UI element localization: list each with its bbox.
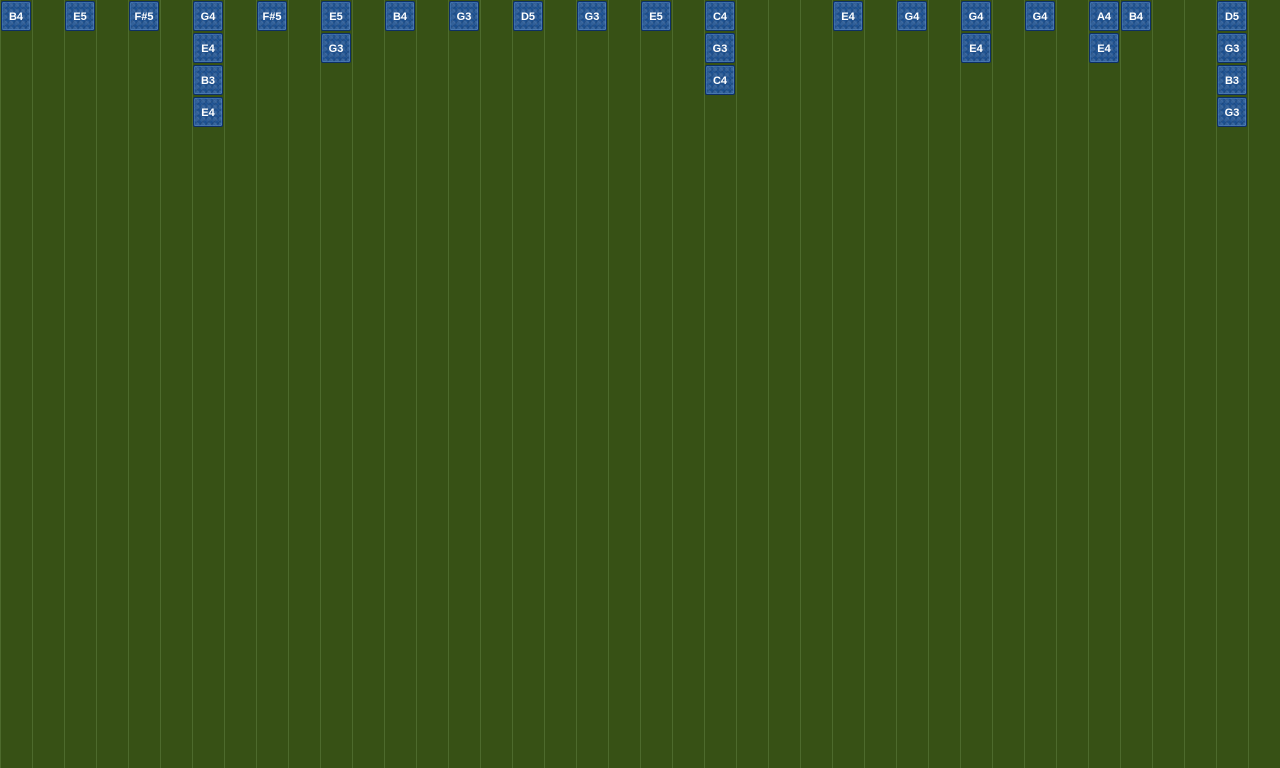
column-divider <box>640 0 641 768</box>
column-divider <box>1024 0 1025 768</box>
column-divider <box>352 0 353 768</box>
column-divider <box>1120 0 1121 768</box>
note-block[interactable]: E5 <box>321 1 351 31</box>
note-block[interactable]: E4 <box>1089 33 1119 63</box>
column-divider <box>736 0 737 768</box>
column-divider <box>448 0 449 768</box>
column-divider <box>32 0 33 768</box>
column-divider <box>576 0 577 768</box>
note-block[interactable]: G4 <box>897 1 927 31</box>
column-divider <box>0 0 1 768</box>
note-block[interactable]: D5 <box>513 1 543 31</box>
note-block[interactable]: G3 <box>321 33 351 63</box>
column-divider <box>704 0 705 768</box>
note-block[interactable]: A4 <box>1089 1 1119 31</box>
column-divider <box>224 0 225 768</box>
column-divider <box>320 0 321 768</box>
column-divider <box>864 0 865 768</box>
column-divider <box>1184 0 1185 768</box>
column-divider <box>960 0 961 768</box>
column-divider <box>128 0 129 768</box>
note-block[interactable]: G4 <box>193 1 223 31</box>
note-block[interactable]: G3 <box>1217 97 1247 127</box>
column-divider <box>192 0 193 768</box>
note-block[interactable]: G3 <box>577 1 607 31</box>
column-divider <box>64 0 65 768</box>
note-block[interactable]: E4 <box>961 33 991 63</box>
column-divider <box>672 0 673 768</box>
column-divider <box>992 0 993 768</box>
note-block[interactable]: G3 <box>449 1 479 31</box>
note-block[interactable]: F#5 <box>257 1 287 31</box>
note-block[interactable]: C4 <box>705 1 735 31</box>
note-block[interactable]: B3 <box>193 65 223 95</box>
column-divider <box>96 0 97 768</box>
note-block[interactable]: F#5 <box>129 1 159 31</box>
column-divider <box>544 0 545 768</box>
note-block[interactable]: B3 <box>1217 65 1247 95</box>
note-block[interactable]: B4 <box>385 1 415 31</box>
column-divider <box>480 0 481 768</box>
note-block[interactable]: G3 <box>705 33 735 63</box>
column-divider <box>288 0 289 768</box>
column-divider <box>416 0 417 768</box>
column-divider <box>608 0 609 768</box>
note-block[interactable]: B4 <box>1 1 31 31</box>
column-divider <box>800 0 801 768</box>
column-divider <box>160 0 161 768</box>
note-block[interactable]: E4 <box>193 33 223 63</box>
column-divider <box>1216 0 1217 768</box>
column-divider <box>1088 0 1089 768</box>
note-block[interactable]: G4 <box>961 1 991 31</box>
note-block[interactable]: E4 <box>193 97 223 127</box>
note-block[interactable]: D5 <box>1217 1 1247 31</box>
note-block[interactable]: B4 <box>1121 1 1151 31</box>
column-divider <box>928 0 929 768</box>
column-divider <box>832 0 833 768</box>
column-divider <box>512 0 513 768</box>
note-block[interactable]: E5 <box>641 1 671 31</box>
note-block[interactable]: G3 <box>1217 33 1247 63</box>
column-divider <box>1248 0 1249 768</box>
column-divider <box>1152 0 1153 768</box>
note-block[interactable]: E5 <box>65 1 95 31</box>
column-divider <box>768 0 769 768</box>
note-block[interactable]: C4 <box>705 65 735 95</box>
column-divider <box>384 0 385 768</box>
column-divider <box>1056 0 1057 768</box>
note-block[interactable]: G4 <box>1025 1 1055 31</box>
column-divider <box>256 0 257 768</box>
column-divider <box>896 0 897 768</box>
note-block[interactable]: E4 <box>833 1 863 31</box>
